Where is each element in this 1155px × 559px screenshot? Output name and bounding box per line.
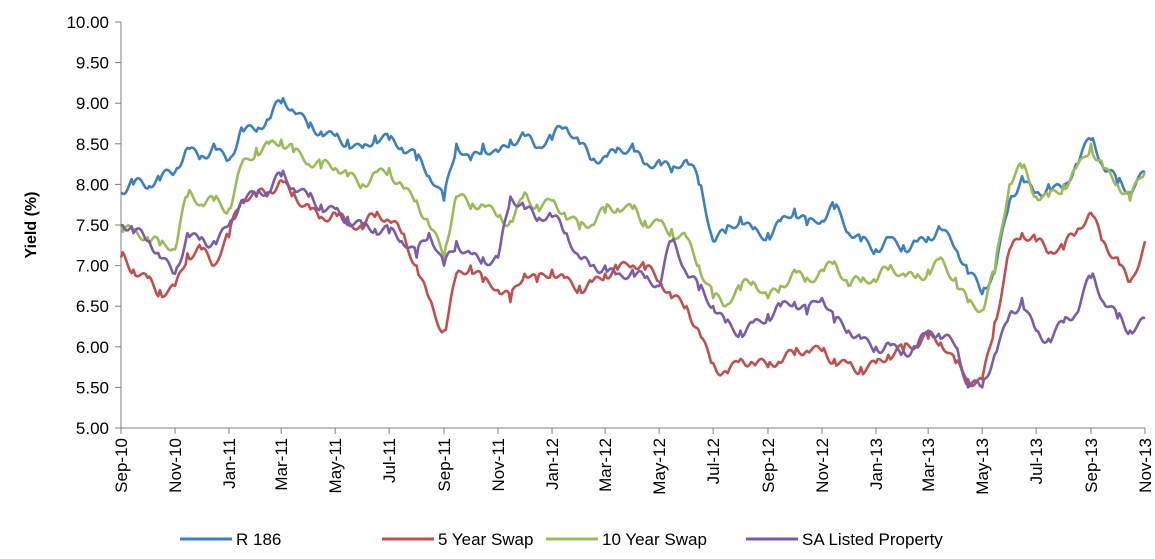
x-tick-label: Nov-10 bbox=[166, 438, 185, 493]
y-tick-label: 5.00 bbox=[76, 419, 109, 438]
x-tick-label: Nov-11 bbox=[489, 438, 508, 492]
y-tick-label: 8.50 bbox=[76, 135, 109, 154]
x-tick-label: Sep-11 bbox=[435, 438, 454, 492]
y-tick-label: 7.50 bbox=[76, 216, 109, 235]
x-tick-label: Jan-13 bbox=[867, 438, 886, 490]
legend-label: SA Listed Property bbox=[802, 530, 943, 549]
legend-label: 10 Year Swap bbox=[602, 530, 707, 549]
y-tick-label: 9.50 bbox=[76, 54, 109, 73]
y-tick-label: 5.50 bbox=[76, 378, 109, 397]
x-tick-label: Jul-13 bbox=[1027, 438, 1046, 484]
series-line-1 bbox=[119, 179, 1147, 388]
x-tick-label: Jul-11 bbox=[380, 438, 399, 483]
x-tick-label: Jan-11 bbox=[220, 438, 239, 489]
y-tick-label: 7.00 bbox=[76, 257, 109, 276]
legend: R 186 5 Year Swap 10 Year Swap SA Listed Pr… bbox=[180, 530, 943, 549]
x-tick-label: Jul-12 bbox=[704, 438, 723, 484]
x-tick-label: May-11 bbox=[326, 438, 345, 493]
series-line-2 bbox=[119, 138, 1147, 314]
series-line-3 bbox=[120, 169, 1146, 389]
x-axis: Sep-10 Nov-10 Jan-11 Mar-11 May-11 Jul-11 Sep-… bbox=[112, 427, 1155, 495]
x-tick-label: Sep-10 bbox=[112, 438, 131, 493]
x-tick-label: Sep-12 bbox=[759, 438, 778, 493]
y-axis: 5.00 5.50 6.00 6.50 7.00 7.50 8.00 8.50 9.00 9.50… bbox=[66, 13, 122, 438]
x-tick-label: Mar-12 bbox=[596, 438, 615, 492]
series-layer bbox=[119, 97, 1147, 389]
x-tick-label: Jan-12 bbox=[543, 438, 562, 490]
legend-label: 5 Year Swap bbox=[438, 530, 533, 549]
x-tick-label: Nov-13 bbox=[1136, 438, 1155, 493]
x-tick-label: Mar-13 bbox=[919, 438, 938, 492]
x-tick-label: May-13 bbox=[973, 438, 992, 495]
x-tick-label: Nov-12 bbox=[813, 438, 832, 493]
x-tick-label: May-12 bbox=[650, 438, 669, 495]
y-axis-title: Yield (%) bbox=[23, 192, 40, 259]
series-line-0 bbox=[120, 97, 1146, 296]
y-tick-label: 10.00 bbox=[66, 13, 109, 32]
x-tick-label: Mar-11 bbox=[272, 438, 291, 491]
y-tick-label: 9.00 bbox=[76, 94, 109, 113]
y-tick-label: 8.00 bbox=[76, 175, 109, 194]
x-tick-label: Sep-13 bbox=[1082, 438, 1101, 493]
y-tick-label: 6.50 bbox=[76, 297, 109, 316]
y-tick-label: 6.00 bbox=[76, 338, 109, 357]
legend-label: R 186 bbox=[236, 530, 281, 549]
